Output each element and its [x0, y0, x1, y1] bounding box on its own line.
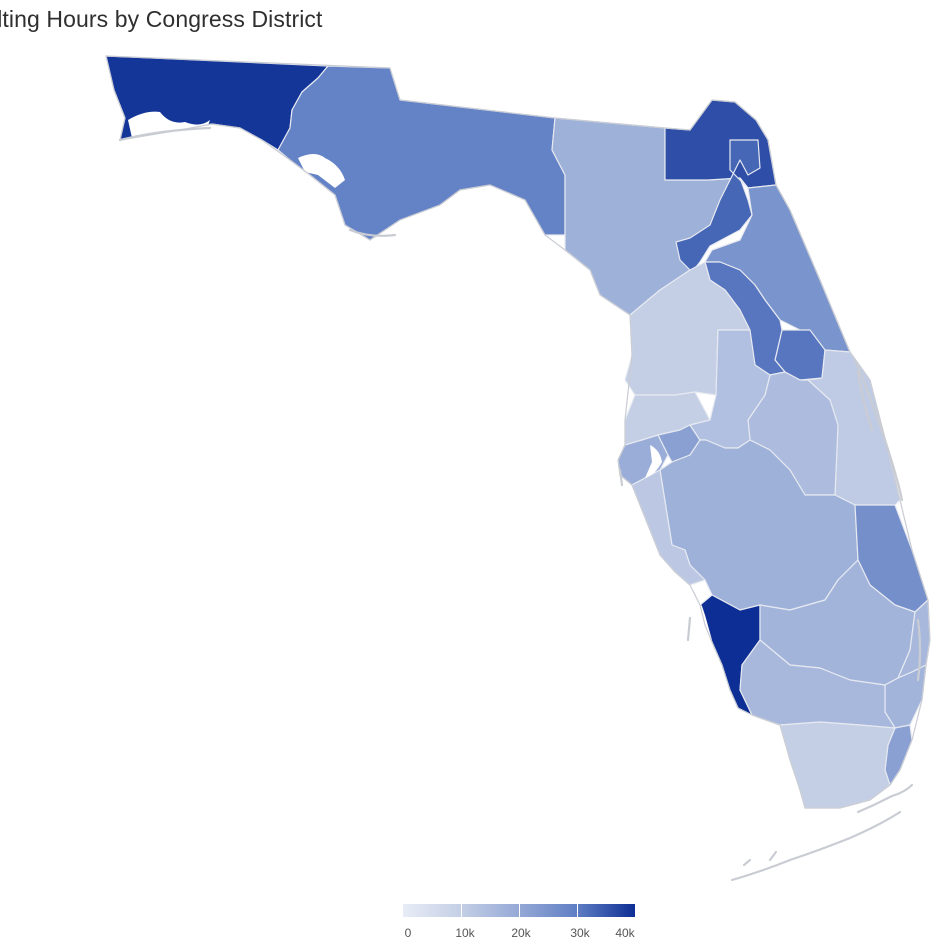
legend-tick-label: 20k [511, 926, 531, 940]
legend-tick-label: 40k [615, 926, 635, 940]
color-legend: 0 10k 20k 30k 40k [403, 904, 636, 944]
district-D27[interactable] [779, 721, 896, 809]
map-title: ilting Hours by Congress District [0, 6, 323, 32]
legend-tick-label: 10k [455, 926, 475, 940]
district-D5[interactable] [675, 139, 761, 273]
district-D2[interactable] [277, 65, 566, 241]
legend-tick-label: 30k [570, 926, 590, 940]
legend-separator [577, 904, 578, 917]
legend-tick-label: 0 [404, 926, 412, 940]
legend-separator [461, 904, 462, 917]
legend-separator [519, 904, 520, 917]
district-D4[interactable] [664, 99, 777, 189]
